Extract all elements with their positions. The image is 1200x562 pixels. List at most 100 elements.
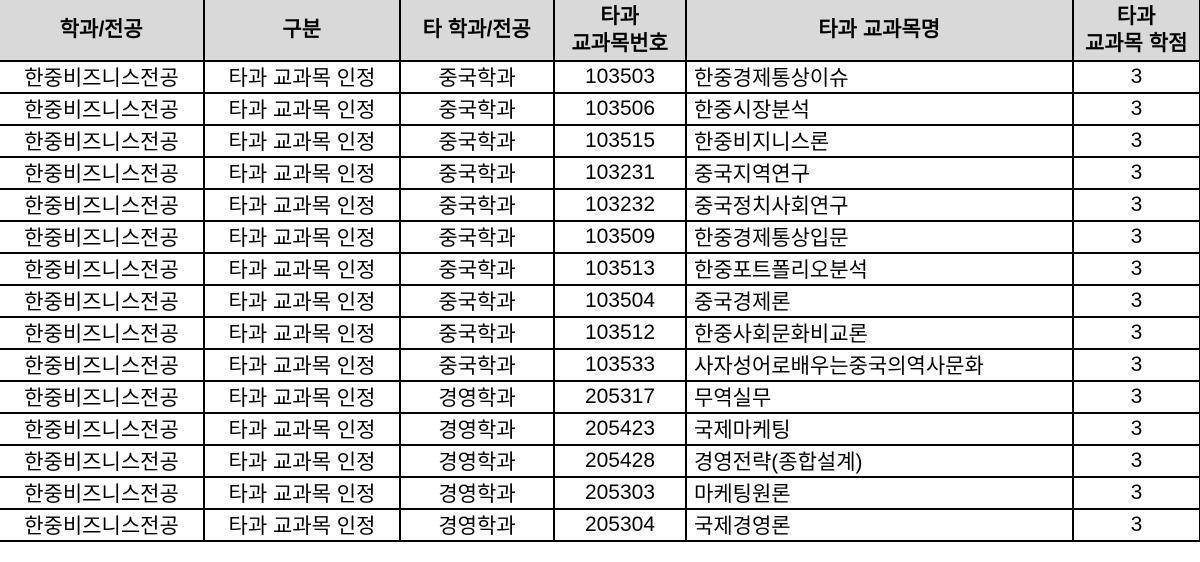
- cell-credits: 3: [1072, 92, 1200, 126]
- cell-dept: 한중비즈니스전공: [0, 92, 205, 126]
- cell-course-no: 205303: [553, 476, 687, 510]
- cell-course-name: 사자성어로배우는중국의역사문화: [685, 348, 1074, 382]
- cell-dept: 한중비즈니스전공: [0, 444, 205, 478]
- cell-category: 타과 교과목 인정: [203, 92, 401, 126]
- cell-credits: 3: [1072, 348, 1200, 382]
- table-body: 한중비즈니스전공 타과 교과목 인정 중국학과 103503 한중경제통상이슈 …: [0, 60, 1200, 542]
- cell-dept: 한중비즈니스전공: [0, 380, 205, 414]
- cell-course-no: 103232: [553, 188, 687, 222]
- cell-course-name: 한중비지니스론: [685, 124, 1074, 158]
- cell-other-dept: 중국학과: [399, 156, 555, 190]
- cell-dept: 한중비즈니스전공: [0, 60, 205, 94]
- cell-course-no: 103506: [553, 92, 687, 126]
- table-row: 한중비즈니스전공 타과 교과목 인정 경영학과 205317 무역실무 3: [0, 380, 1200, 414]
- cell-course-no: 205428: [553, 444, 687, 478]
- cell-credits: 3: [1072, 284, 1200, 318]
- cell-category: 타과 교과목 인정: [203, 188, 401, 222]
- cell-course-no: 205304: [553, 508, 687, 542]
- cell-other-dept: 중국학과: [399, 316, 555, 350]
- table-row: 한중비즈니스전공 타과 교과목 인정 경영학과 205303 마케팅원론 3: [0, 476, 1200, 510]
- table-row: 한중비즈니스전공 타과 교과목 인정 중국학과 103512 한중사회문화비교론…: [0, 316, 1200, 350]
- cell-course-name: 무역실무: [685, 380, 1074, 414]
- cell-course-no: 205423: [553, 412, 687, 446]
- cell-course-name: 한중경제통상이슈: [685, 60, 1074, 94]
- table-row: 한중비즈니스전공 타과 교과목 인정 경영학과 205428 경영전략(종합설계…: [0, 444, 1200, 478]
- cell-credits: 3: [1072, 220, 1200, 254]
- cell-credits: 3: [1072, 124, 1200, 158]
- cell-dept: 한중비즈니스전공: [0, 316, 205, 350]
- cell-category: 타과 교과목 인정: [203, 284, 401, 318]
- cell-dept: 한중비즈니스전공: [0, 220, 205, 254]
- table-row: 한중비즈니스전공 타과 교과목 인정 경영학과 205304 국제경영론 3: [0, 508, 1200, 542]
- table-row: 한중비즈니스전공 타과 교과목 인정 중국학과 103506 한중시장분석 3: [0, 92, 1200, 126]
- cell-course-no: 103513: [553, 252, 687, 286]
- cell-category: 타과 교과목 인정: [203, 508, 401, 542]
- cell-dept: 한중비즈니스전공: [0, 188, 205, 222]
- cell-credits: 3: [1072, 508, 1200, 542]
- table-row: 한중비즈니스전공 타과 교과목 인정 중국학과 103513 한중포트폴리오분석…: [0, 252, 1200, 286]
- cell-course-no: 103504: [553, 284, 687, 318]
- cell-other-dept: 경영학과: [399, 476, 555, 510]
- cell-other-dept: 중국학과: [399, 252, 555, 286]
- cell-other-dept: 중국학과: [399, 220, 555, 254]
- cell-course-name: 한중시장분석: [685, 92, 1074, 126]
- table-row: 한중비즈니스전공 타과 교과목 인정 중국학과 103503 한중경제통상이슈 …: [0, 60, 1200, 94]
- cell-credits: 3: [1072, 380, 1200, 414]
- cell-course-name: 마케팅원론: [685, 476, 1074, 510]
- cell-other-dept: 중국학과: [399, 188, 555, 222]
- cell-dept: 한중비즈니스전공: [0, 348, 205, 382]
- cell-credits: 3: [1072, 476, 1200, 510]
- table-row: 한중비즈니스전공 타과 교과목 인정 중국학과 103509 한중경제통상입문 …: [0, 220, 1200, 254]
- cell-course-no: 103512: [553, 316, 687, 350]
- col-header-course-no: 타과 교과목번호: [553, 0, 687, 62]
- cell-category: 타과 교과목 인정: [203, 348, 401, 382]
- col-header-dept: 학과/전공: [0, 0, 205, 62]
- cell-category: 타과 교과목 인정: [203, 476, 401, 510]
- cell-category: 타과 교과목 인정: [203, 60, 401, 94]
- cell-other-dept: 중국학과: [399, 92, 555, 126]
- cell-other-dept: 경영학과: [399, 508, 555, 542]
- cell-course-name: 한중경제통상입문: [685, 220, 1074, 254]
- cell-other-dept: 중국학과: [399, 348, 555, 382]
- cell-credits: 3: [1072, 188, 1200, 222]
- table-row: 한중비즈니스전공 타과 교과목 인정 중국학과 103231 중국지역연구 3: [0, 156, 1200, 190]
- cell-category: 타과 교과목 인정: [203, 316, 401, 350]
- cell-dept: 한중비즈니스전공: [0, 476, 205, 510]
- cell-other-dept: 경영학과: [399, 444, 555, 478]
- cell-course-no: 103503: [553, 60, 687, 94]
- cell-other-dept: 중국학과: [399, 284, 555, 318]
- cell-dept: 한중비즈니스전공: [0, 124, 205, 158]
- cell-course-name: 국제경영론: [685, 508, 1074, 542]
- cell-course-no: 103533: [553, 348, 687, 382]
- cell-category: 타과 교과목 인정: [203, 380, 401, 414]
- col-header-credits: 타과 교과목 학점: [1072, 0, 1200, 62]
- cell-credits: 3: [1072, 444, 1200, 478]
- cell-course-name: 중국정치사회연구: [685, 188, 1074, 222]
- cell-category: 타과 교과목 인정: [203, 156, 401, 190]
- cell-other-dept: 중국학과: [399, 124, 555, 158]
- cell-course-name: 한중사회문화비교론: [685, 316, 1074, 350]
- cell-category: 타과 교과목 인정: [203, 412, 401, 446]
- table-row: 한중비즈니스전공 타과 교과목 인정 경영학과 205423 국제마케팅 3: [0, 412, 1200, 446]
- cell-other-dept: 중국학과: [399, 60, 555, 94]
- cell-credits: 3: [1072, 316, 1200, 350]
- cell-course-no: 103515: [553, 124, 687, 158]
- cell-course-no: 205317: [553, 380, 687, 414]
- cell-course-name: 중국지역연구: [685, 156, 1074, 190]
- cell-dept: 한중비즈니스전공: [0, 284, 205, 318]
- table-row: 한중비즈니스전공 타과 교과목 인정 중국학과 103504 중국경제론 3: [0, 284, 1200, 318]
- cell-category: 타과 교과목 인정: [203, 252, 401, 286]
- cell-course-name: 경영전략(종합설계): [685, 444, 1074, 478]
- col-header-category: 구분: [203, 0, 401, 62]
- cell-category: 타과 교과목 인정: [203, 220, 401, 254]
- cell-category: 타과 교과목 인정: [203, 444, 401, 478]
- cell-course-name: 중국경제론: [685, 284, 1074, 318]
- cell-credits: 3: [1072, 252, 1200, 286]
- table-header-row: 학과/전공 구분 타 학과/전공 타과 교과목번호 타과 교과목명 타과 교과목…: [0, 0, 1200, 62]
- cell-other-dept: 경영학과: [399, 412, 555, 446]
- col-header-course-name: 타과 교과목명: [685, 0, 1074, 62]
- cell-category: 타과 교과목 인정: [203, 124, 401, 158]
- cell-dept: 한중비즈니스전공: [0, 412, 205, 446]
- cell-credits: 3: [1072, 412, 1200, 446]
